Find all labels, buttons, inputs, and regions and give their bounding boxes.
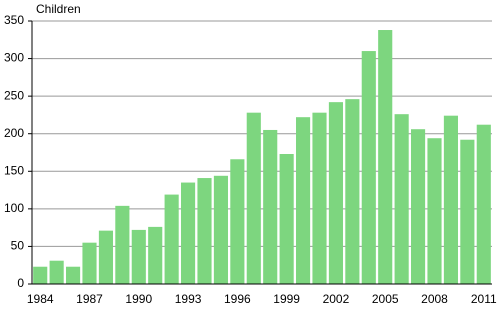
bar	[131, 229, 146, 284]
y-axis-label: Children	[36, 2, 81, 16]
bar	[230, 159, 245, 284]
bar	[49, 260, 64, 284]
y-tick-label: 300	[4, 51, 24, 65]
x-tick-label: 2011	[471, 292, 497, 306]
y-tick-label: 0	[17, 276, 24, 290]
bar	[312, 112, 327, 284]
bar	[181, 182, 196, 284]
bar	[115, 205, 130, 284]
bar	[246, 112, 261, 284]
x-tick-label: 1990	[125, 292, 152, 306]
bar	[411, 129, 426, 284]
bar	[328, 102, 343, 284]
x-tick-label: 1993	[175, 292, 202, 306]
y-tick-label: 250	[4, 88, 24, 102]
bar	[279, 154, 294, 284]
bar	[164, 194, 179, 284]
bar	[460, 139, 475, 284]
bar	[361, 51, 376, 284]
bar	[33, 266, 48, 284]
y-tick-label: 50	[11, 239, 25, 253]
bar	[213, 175, 228, 284]
x-tick-label: 2008	[421, 292, 448, 306]
x-tick-label: 1987	[76, 292, 103, 306]
bar	[98, 230, 113, 284]
x-tick-label: 2002	[323, 292, 350, 306]
y-tick-label: 200	[4, 126, 24, 140]
x-tick-label: 2005	[372, 292, 399, 306]
bar	[345, 99, 360, 284]
bar	[378, 30, 393, 284]
y-tick-label: 350	[4, 13, 24, 27]
bar	[66, 266, 81, 284]
bar	[427, 138, 442, 284]
bar	[197, 178, 212, 284]
bar	[476, 124, 491, 284]
bar	[263, 129, 278, 284]
y-tick-label: 150	[4, 163, 24, 177]
bar	[148, 226, 163, 284]
x-tick-label: 1984	[27, 292, 54, 306]
bar	[296, 117, 311, 284]
bar	[443, 115, 458, 285]
x-tick-label: 1996	[224, 292, 251, 306]
bar	[82, 242, 97, 284]
x-tick-label: 1999	[273, 292, 300, 306]
y-tick-label: 100	[4, 201, 24, 215]
bar	[394, 114, 409, 284]
